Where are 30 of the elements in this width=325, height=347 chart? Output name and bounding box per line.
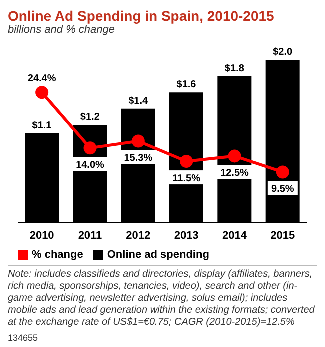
data-label: 9.5%: [272, 184, 294, 196]
x-tick-label: 2015: [270, 230, 296, 242]
x-tick-label: 2011: [78, 230, 102, 242]
legend-label: Online ad spending: [107, 249, 210, 261]
data-label: 15.3%: [124, 153, 153, 164]
data-label: $1.1: [32, 120, 52, 132]
legend-label: % change: [32, 249, 84, 261]
x-tick-label: 2010: [30, 230, 54, 242]
point: [180, 155, 194, 168]
point: [228, 150, 242, 163]
data-label: 11.5%: [172, 174, 201, 185]
data-label: $1.6: [176, 80, 197, 91]
point: [132, 134, 145, 148]
x-tick-label: 2013: [174, 230, 199, 242]
x-tick-label: 2012: [126, 230, 151, 242]
chart-title: Online Ad Spending in Spain, 2010-2015: [8, 8, 276, 24]
text: 134655: [8, 332, 40, 344]
point: [84, 142, 97, 155]
data-label: 24.4%: [28, 74, 56, 85]
data-label: $1.2: [80, 112, 100, 124]
point: [276, 166, 290, 179]
x-tick-label: 2014: [222, 230, 248, 242]
data-label: $1.8: [224, 63, 245, 74]
data-label: 14.0%: [76, 160, 105, 172]
data-label: 12.5%: [220, 168, 250, 180]
text: Note: includes classifieds and directories, display (affiliates, banners, rich media, sponsorships, tenancies, video), search and other (in-game advertising, newsletter advertising, solus email); includes mobile ads and lead generation within the existing formats; converted at the exchange rate of US$1=€0.75; CAGR (2010-2015)=12.5%: [8, 269, 316, 329]
data-label: $2.0: [273, 47, 293, 58]
chart-subtitle: billions and % change: [8, 24, 116, 36]
point: [36, 86, 49, 100]
data-label: $1.4: [128, 96, 148, 107]
